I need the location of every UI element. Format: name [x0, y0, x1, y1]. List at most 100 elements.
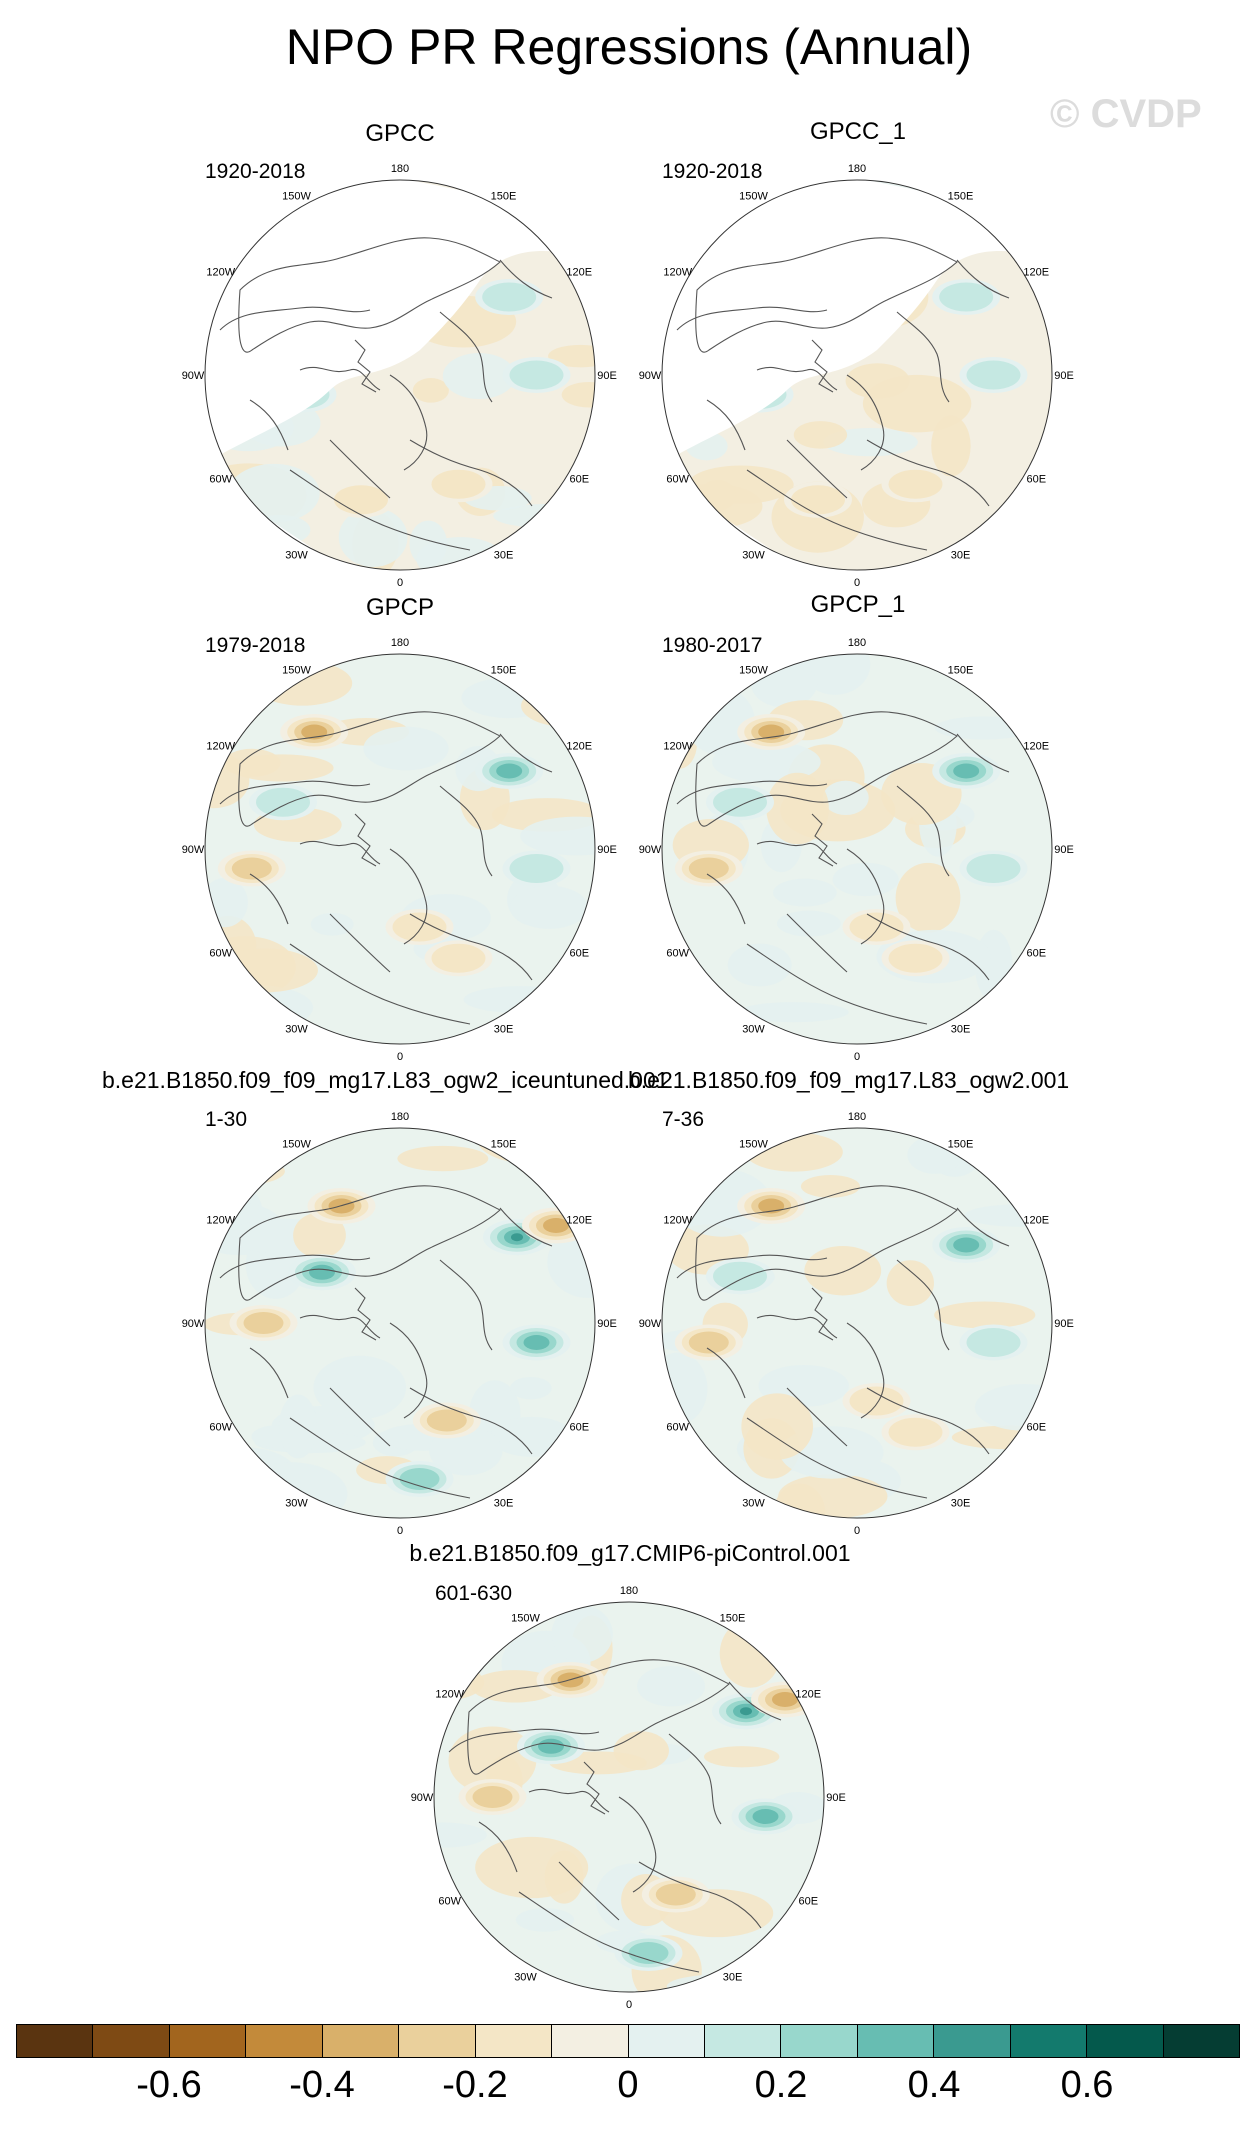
regression-patch [832, 862, 899, 897]
coastline [249, 1347, 289, 1399]
regression-patch [662, 185, 727, 257]
regression-contour [713, 787, 767, 817]
missing-data-region [662, 180, 1052, 470]
map-background [205, 654, 595, 1044]
panel-title: b.e21.B1850.f09_f09_mg17.L83_ogw2.001 [628, 1067, 1070, 1093]
regression-patch [338, 507, 408, 568]
longitude-label: 90W [639, 844, 662, 856]
map-border [433, 1601, 825, 1993]
colorbar-tick-label: 0.6 [1060, 2064, 1114, 2106]
colorbar-swatch [399, 2025, 476, 2057]
regression-contour [888, 943, 943, 973]
coastline [249, 873, 289, 925]
regression-patch [475, 1836, 589, 1899]
regression-contour [849, 912, 904, 942]
coastline [583, 1761, 606, 1815]
panel-title: GPCP [365, 594, 434, 621]
regression-patch [778, 1474, 888, 1518]
longitude-label: 30W [742, 1023, 765, 1035]
regression-patch [662, 1436, 703, 1475]
longitude-label: 90E [1054, 1318, 1074, 1330]
coastline [289, 943, 471, 1025]
coastline [956, 259, 1010, 299]
longitude-label: 90E [826, 1792, 846, 1804]
colorbar-swatch [628, 2025, 705, 2057]
regression-patch [699, 480, 736, 511]
regression-patch [397, 1145, 489, 1172]
longitude-label: 30W [285, 1023, 308, 1035]
longitude-label: 30E [494, 549, 514, 561]
coastline [448, 1728, 600, 1753]
polar-map: 180 150E 120E 90E 60E 30E 0 30W 60W 90W 120W 150W [639, 163, 1074, 589]
longitude-label: 0 [626, 1999, 632, 2011]
longitude-label: 120W [663, 741, 692, 753]
longitude-label: 60E [569, 474, 589, 486]
panel-period: 1920-2018 [662, 160, 763, 183]
polar-map: 180 150E 120E 90E 60E 30E 0 30W 60W 90W 120W 150W [182, 1111, 617, 1537]
coastline [389, 848, 428, 945]
longitude-label: 180 [391, 637, 409, 649]
regression-contour [334, 485, 388, 515]
coastline [676, 306, 828, 331]
panel-period: 1979-2018 [205, 634, 306, 657]
coastline [786, 439, 848, 499]
regression-contour [966, 854, 1021, 883]
panel-period: 1-30 [205, 1108, 248, 1131]
regression-patch [799, 654, 871, 695]
longitude-label: 30E [723, 1971, 743, 1983]
longitude-label: 90E [1054, 370, 1074, 382]
longitude-label: 120W [206, 1215, 235, 1227]
regression-patch [934, 716, 1034, 740]
regression-contour [538, 1738, 564, 1754]
longitude-label: 90W [639, 1318, 662, 1330]
coastline [289, 1417, 471, 1499]
coastline [638, 1861, 762, 1929]
polar-map: 180 150E 120E 90E 60E 30E 0 30W 60W 90W 120W 150W [182, 637, 617, 1063]
coastline [866, 1387, 990, 1455]
longitude-label: 120E [795, 1689, 821, 1701]
regression-contour [399, 1468, 440, 1490]
longitude-label: 150W [739, 191, 768, 203]
regression-contour [392, 912, 447, 942]
regression-patch [737, 1002, 849, 1023]
longitude-label: 30W [285, 549, 308, 561]
longitude-label: 150W [739, 665, 768, 677]
longitude-label: 90W [182, 370, 205, 382]
coastline [329, 439, 391, 499]
longitude-label: 180 [391, 163, 409, 175]
coastline [518, 1891, 700, 1973]
coastline [846, 848, 885, 945]
regression-patch [429, 1426, 503, 1476]
coastline [289, 469, 471, 551]
coastline [558, 1861, 620, 1921]
colorbar-swatch [704, 2025, 782, 2057]
longitude-label: 150E [948, 1139, 974, 1151]
regression-patch [293, 1212, 346, 1259]
panel-period: 7-36 [662, 1108, 705, 1131]
regression-patch [490, 1416, 574, 1457]
regression-patch [1008, 208, 1052, 249]
colorbar-swatch [1087, 2025, 1164, 2057]
regression-patch [931, 415, 971, 477]
longitude-label: 60W [209, 474, 232, 486]
coastline [299, 1314, 381, 1339]
regression-patch [553, 190, 595, 239]
longitude-label: 150W [739, 1139, 768, 1151]
regression-patch [551, 1605, 613, 1663]
coastline [956, 1207, 1010, 1247]
longitude-label: 150E [491, 191, 517, 203]
coastline [706, 873, 746, 925]
regression-contour [243, 1312, 284, 1334]
coastline [409, 1387, 533, 1455]
regression-patch [544, 1128, 595, 1189]
colorbar-swatch [857, 2025, 935, 2057]
colorbar-tick-label: -0.4 [289, 2064, 355, 2106]
longitude-label: 120E [1023, 741, 1049, 753]
regression-contour [849, 1386, 904, 1416]
longitude-label: 30E [951, 1497, 971, 1509]
regression-contour [966, 1328, 1021, 1357]
regression-patch [363, 726, 449, 771]
coastline [706, 399, 746, 451]
longitude-label: 60E [1026, 1422, 1046, 1434]
regression-contour [523, 1335, 550, 1350]
